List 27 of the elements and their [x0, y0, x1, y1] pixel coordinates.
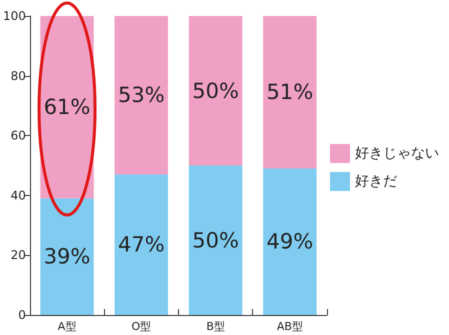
bar — [263, 168, 317, 315]
y-tick-label: 60 — [10, 128, 26, 143]
y-tick-label: 0 — [18, 308, 26, 322]
data-label: 47% — [118, 232, 165, 257]
x-tick-label: O型 — [131, 320, 152, 333]
bar — [40, 198, 94, 315]
x-tick-label: A型 — [58, 320, 76, 333]
bar — [188, 166, 242, 315]
bar — [114, 16, 168, 174]
data-label: 61% — [44, 95, 90, 120]
x-tick-label: B型 — [206, 320, 225, 333]
x-tick-label: AB型 — [276, 320, 303, 333]
data-label: 50% — [192, 78, 239, 103]
y-tick-label: 20 — [10, 248, 26, 262]
data-label: 49% — [266, 230, 314, 254]
y-tick-label: 100 — [3, 9, 26, 23]
bar — [114, 174, 168, 315]
y-tick-label: 80 — [10, 68, 26, 83]
legend-label: 好きじゃない — [355, 146, 439, 162]
data-label: 51% — [266, 80, 314, 104]
legend-label: 好きだ — [355, 174, 397, 190]
bar — [188, 16, 242, 166]
y-tick-label: 40 — [10, 188, 26, 202]
data-label: 50% — [192, 228, 239, 252]
data-label: 53% — [118, 83, 165, 108]
data-label: 39% — [44, 244, 90, 269]
bar — [263, 16, 317, 168]
